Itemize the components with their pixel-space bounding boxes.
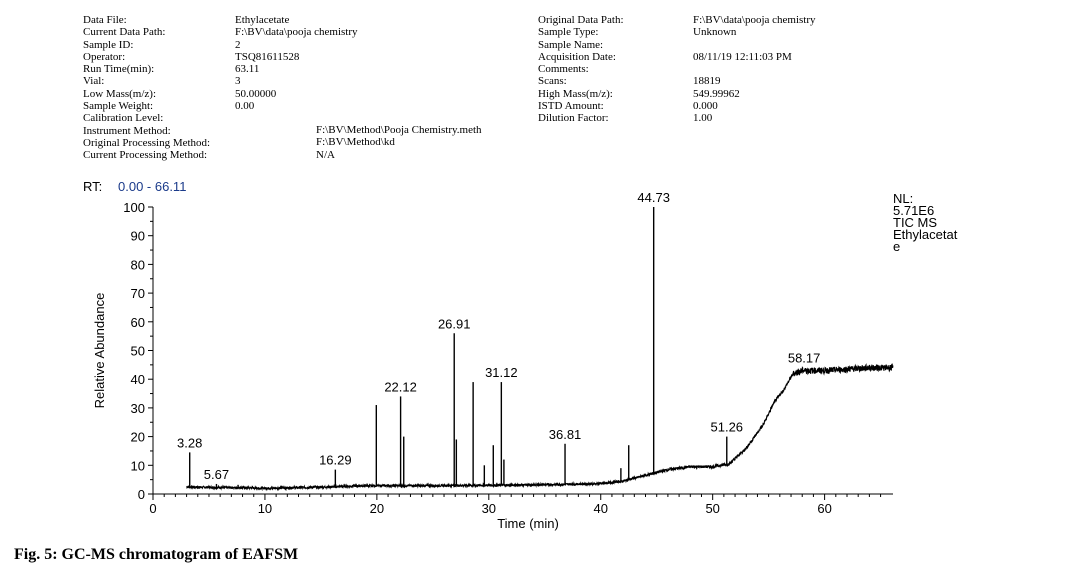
y-tick-label: 10 (131, 458, 145, 473)
info-line: e (893, 239, 900, 254)
peak-label: 51.26 (711, 420, 744, 435)
peak-label: 22.12 (384, 379, 417, 394)
y-tick-label: 0 (138, 487, 145, 502)
header-field-value: 08/11/19 12:11:03 PM (693, 50, 792, 63)
header-field-label: Sample ID: (83, 38, 134, 51)
header-field-value: 0.000 (693, 100, 718, 113)
peak-label: 44.73 (637, 190, 670, 205)
header-field-value: 2 (235, 38, 241, 51)
y-tick-label: 100 (123, 200, 145, 215)
x-axis-label: Time (min) (497, 516, 559, 531)
chromatogram-chart: RT: 0.00 - 66.11 Relative Abundance Time… (83, 179, 958, 531)
header-field-label: Acquisition Date: (538, 50, 616, 63)
header-field-label: Vial: (83, 75, 105, 88)
header-field-label: Sample Weight: (83, 100, 154, 113)
header-field-label: Calibration Level: (83, 112, 164, 125)
x-tick-label: 0 (149, 501, 156, 516)
rt-range: 0.00 - 66.11 (118, 179, 186, 194)
x-tick-label: 60 (817, 501, 831, 516)
header-field-label: Low Mass(m/z): (83, 87, 157, 100)
header-field-value: N/A (316, 148, 335, 161)
peak-label: 16.29 (319, 453, 352, 468)
y-tick-label: 80 (131, 257, 145, 272)
x-tick-label: 10 (258, 501, 272, 516)
info-line: Ethylacetat (893, 227, 958, 242)
y-tick-label: 30 (131, 401, 145, 416)
header-field-label: Current Processing Method: (83, 149, 208, 162)
header-field-value: 3 (235, 75, 241, 88)
header-field-value: 63.11 (235, 63, 260, 76)
y-tick-label: 90 (131, 229, 145, 244)
header-field-label: Current Data Path: (83, 26, 166, 39)
peak-label: 36.81 (549, 427, 582, 442)
header-field-value: F:\BV\Method\kd (316, 136, 395, 149)
header-field-label: ISTD Amount: (538, 100, 604, 113)
peak-labels: 3.28 5.67 16.29 22.12 26.91 31.12 36.81 44.73 51… (177, 190, 820, 482)
x-tick-label: 30 (482, 501, 496, 516)
y-axis-label: Relative Abundance (92, 293, 107, 409)
header-field-value: F:\BV\Method\Pooja Chemistry.meth (316, 124, 482, 136)
peak-label: 31.12 (485, 365, 518, 380)
header-field-value: 0.00 (235, 100, 255, 113)
baseline-trace (186, 363, 894, 492)
info-line: TIC MS (893, 215, 937, 230)
header-field-label: Run Time(min): (83, 63, 155, 76)
header-field-value: TSQ81611528 (235, 50, 300, 63)
x-tick-label: 20 (370, 501, 384, 516)
header-field-label: Original Processing Method: (83, 136, 211, 149)
peak-label: 5.67 (204, 467, 229, 482)
header-field-value: 18819 (693, 75, 721, 88)
info-line: 5.71E6 (893, 203, 934, 218)
header-field-label: High Mass(m/z): (538, 87, 613, 100)
y-tick-label: 50 (131, 344, 145, 359)
header-field-label: Sample Type: (538, 26, 599, 39)
chromatogram-trace (186, 207, 894, 492)
header-field-label: Data File: (83, 14, 127, 26)
peak-label: 26.91 (438, 316, 471, 331)
header-field-value: 549.99962 (693, 87, 740, 100)
header-field-value: F:\BV\data\pooja chemistry (693, 14, 816, 26)
y-tick-label: 40 (131, 372, 145, 387)
header-field-label: Dilution Factor: (538, 112, 609, 125)
header-field-label: Comments: (538, 63, 589, 76)
header-field-value: Ethylacetate (235, 14, 290, 26)
figure-caption: Fig. 5: GC-MS chromatogram of EAFSM (14, 546, 299, 563)
header-field-value: 50.00000 (235, 87, 277, 100)
header-field-value: F:\BV\data\pooja chemistry (235, 26, 358, 39)
chart-axes: 0 10 20 30 40 50 60 70 80 90 100 0 10 20 30 40 50 60 (123, 200, 893, 516)
header-method-values: F:\BV\Method\Pooja Chemistry.meth F:\BV\M… (316, 124, 482, 161)
header-left-labels: Data File: Current Data Path: Sample ID: Op… (83, 14, 210, 162)
peak-label: 3.28 (177, 435, 202, 450)
header-field-label: Instrument Method: (83, 124, 171, 137)
peak-label: 58.17 (788, 351, 821, 366)
header-field-value: Unknown (693, 26, 737, 39)
header-field-label: Sample Name: (538, 38, 604, 51)
header-field-label: Original Data Path: (538, 14, 624, 26)
y-tick-label: 70 (131, 286, 145, 301)
header-left-values: Ethylacetate F:\BV\data\pooja chemistry 2 T… (235, 14, 358, 125)
rt-label: RT: (83, 179, 102, 194)
x-tick-label: 50 (705, 501, 719, 516)
y-tick-label: 60 (131, 315, 145, 330)
y-tick-label: 20 (131, 430, 145, 445)
info-line: NL: (893, 191, 913, 206)
header-right-values: F:\BV\data\pooja chemistry Unknown 08/11/1… (693, 14, 816, 125)
header-right-labels: Original Data Path: Sample Type: Sample Na… (538, 14, 624, 125)
header-field-label: Scans: (538, 75, 567, 88)
header-field-value: 1.00 (693, 112, 713, 125)
x-tick-label: 40 (594, 501, 608, 516)
header-field-label: Operator: (83, 50, 126, 63)
